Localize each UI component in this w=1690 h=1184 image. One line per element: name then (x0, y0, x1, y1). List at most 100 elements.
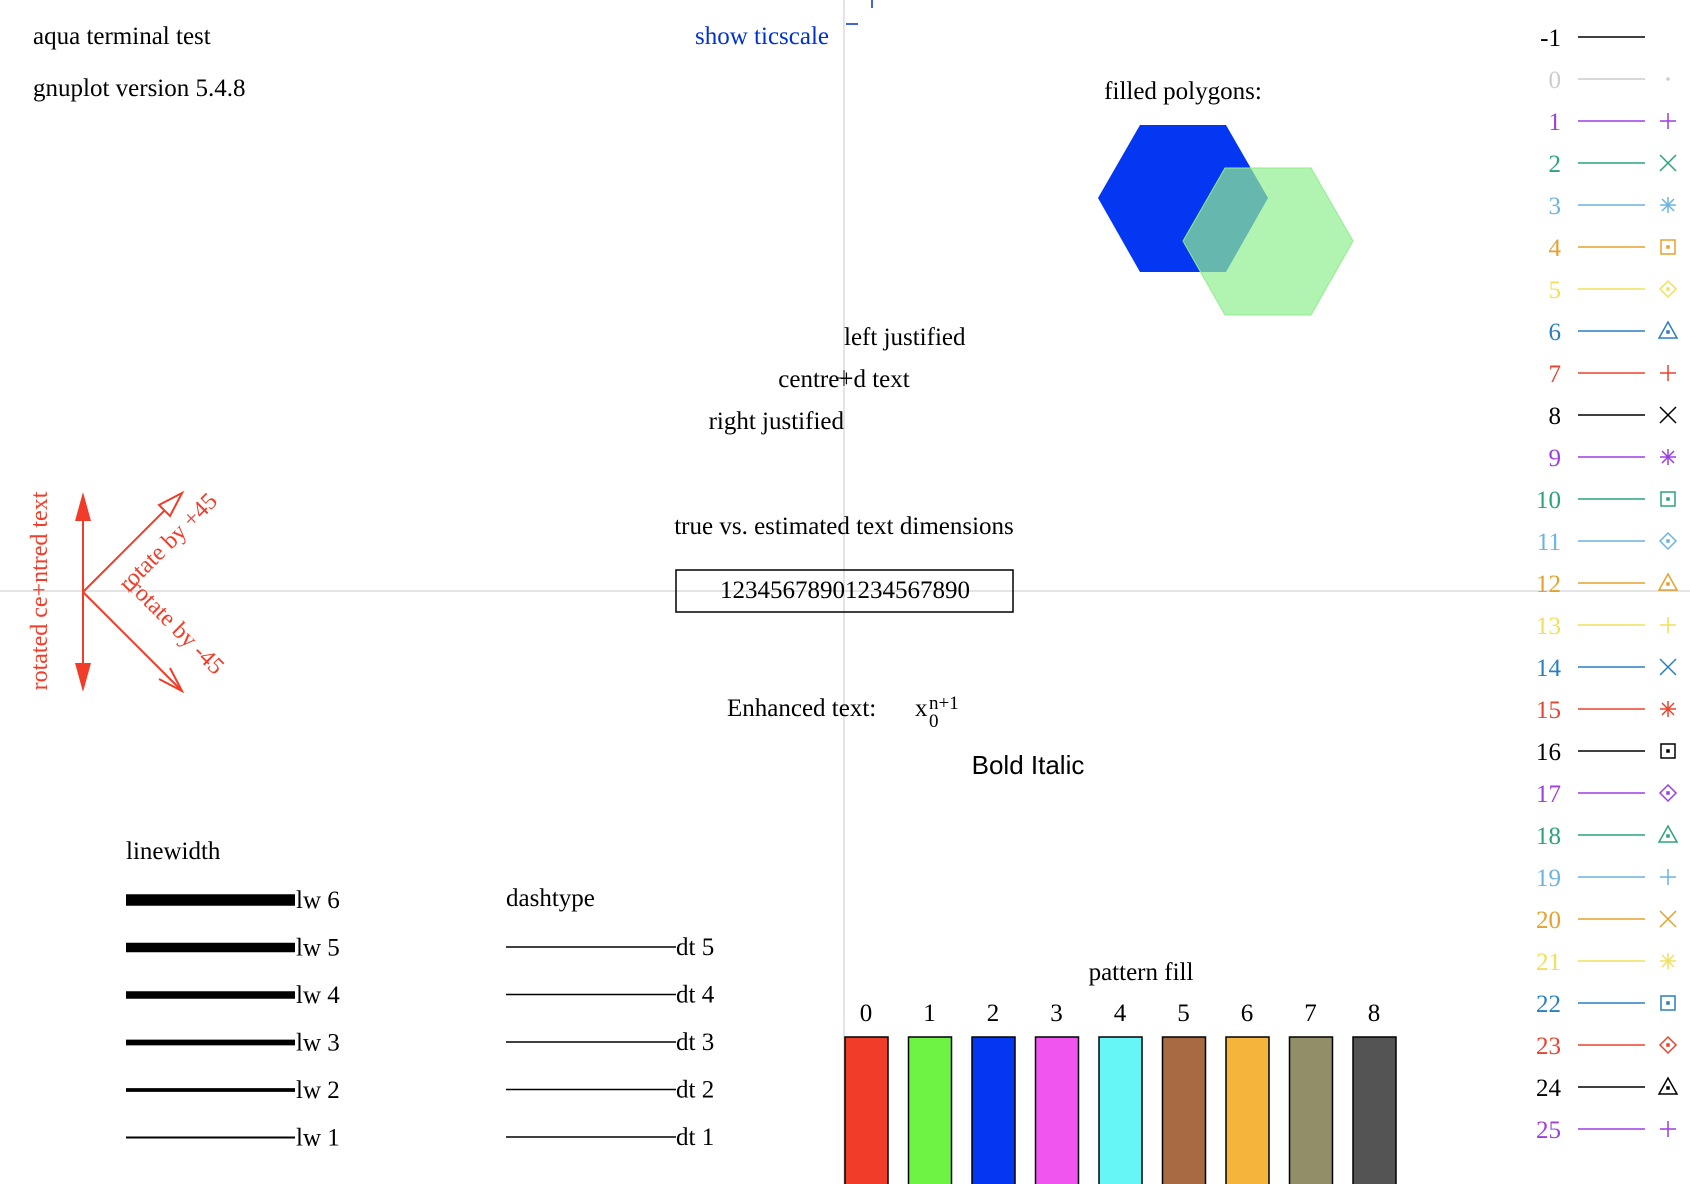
linewidth-label: lw 2 (296, 1077, 340, 1104)
linetype-label: 13 (1536, 613, 1561, 640)
point-dot-icon (1666, 77, 1670, 81)
green-hexagon (1182, 167, 1354, 316)
point-cross-icon (1659, 658, 1677, 676)
linetype-label: 0 (1549, 67, 1562, 94)
point-diamond-icon (1658, 783, 1678, 803)
pattern-label: 4 (1114, 1000, 1127, 1027)
pattern-label: 2 (987, 1000, 1000, 1027)
pattern-label: 0 (860, 1000, 873, 1027)
linetype-label: 4 (1549, 235, 1562, 262)
point-cross-icon (1659, 910, 1677, 928)
linetype-label: 23 (1536, 1033, 1561, 1060)
linetype-label: 24 (1536, 1075, 1562, 1102)
linewidth-title: linewidth (126, 838, 221, 865)
pattern-swatch (1225, 1036, 1270, 1184)
pattern-label: 7 (1304, 1000, 1317, 1027)
pattern-label: 1 (923, 1000, 936, 1027)
pattern-swatch (1288, 1036, 1334, 1184)
pattern-swatch (907, 1036, 953, 1184)
linetype-label: 10 (1536, 487, 1561, 514)
right-justified-text: right justified (709, 408, 845, 435)
point-triangle-icon (1657, 1076, 1679, 1095)
linetype-label: 19 (1536, 865, 1561, 892)
linetype-label: 14 (1536, 655, 1562, 682)
point-triangle-icon (1657, 572, 1679, 591)
dashtype-label: dt 2 (676, 1077, 714, 1104)
linetype-label: 20 (1536, 907, 1561, 934)
linetype-label: 18 (1536, 823, 1561, 850)
linetype-label: 3 (1549, 193, 1562, 220)
linetype-label: 8 (1549, 403, 1562, 430)
arrow-plus45-head (157, 490, 185, 518)
point-star-icon (1660, 449, 1676, 465)
pattern-label: 8 (1368, 1000, 1381, 1027)
ticscale-marks (846, 0, 873, 25)
linetype-label: 6 (1549, 319, 1562, 346)
pattern-label: 5 (1177, 1000, 1190, 1027)
linewidth-label: lw 1 (296, 1125, 340, 1152)
linetype-label: 1 (1549, 109, 1562, 136)
point-star-icon (1660, 197, 1676, 213)
linetype-label: 16 (1536, 739, 1561, 766)
pattern-label: 6 (1241, 1000, 1254, 1027)
linetype-label: 2 (1549, 151, 1562, 178)
linetype-label: 9 (1549, 445, 1562, 472)
linewidth-label: lw 6 (296, 887, 340, 914)
terminal-title: aqua terminal test (33, 23, 211, 50)
pattern-fill-swatches: 0 1 2 3 4 5 6 7 8 (844, 1000, 1397, 1184)
linetype-label: 12 (1536, 571, 1561, 598)
linewidth-label: lw 4 (296, 982, 340, 1009)
dashtype-label: dt 3 (676, 1029, 714, 1056)
linetype-label: 25 (1536, 1117, 1561, 1144)
dashtype-label: dt 4 (676, 982, 715, 1009)
pattern-swatch (1352, 1036, 1397, 1184)
point-diamond-icon (1658, 1035, 1678, 1055)
linetype-label: 5 (1549, 277, 1562, 304)
point-star-icon (1660, 701, 1676, 717)
point-diamond-icon (1658, 279, 1678, 299)
arrow-down-head (75, 663, 91, 692)
linetype-label: -1 (1540, 25, 1561, 52)
pattern-swatch (844, 1036, 889, 1184)
arrow-minus45 (82, 591, 183, 692)
enhanced-base: x (915, 695, 928, 722)
pattern-label: 3 (1050, 1000, 1063, 1027)
arrow-minus45-head (158, 667, 185, 694)
dimensions-box (675, 569, 1014, 613)
pattern-fill-title: pattern fill (1089, 959, 1194, 986)
enhanced-superscript: n+1 (929, 693, 959, 714)
polygons-title: filled polygons: (1104, 78, 1262, 105)
linewidth-samples: lw 6 lw 5 lw 4 lw 3 lw 2 lw 1 (126, 887, 340, 1152)
dashtype-label: dt 1 (676, 1124, 714, 1151)
linewidth-label: lw 3 (296, 1030, 340, 1057)
point-plus-icon (1660, 617, 1676, 633)
dimensions-title: true vs. estimated text dimensions (674, 513, 1014, 540)
gnuplot-version: gnuplot version 5.4.8 (33, 75, 246, 102)
rotated-vertical-text: rotated ce+ntred text (27, 491, 53, 690)
point-diamond-icon (1658, 531, 1678, 551)
pattern-swatch (1161, 1036, 1207, 1184)
linetype-label: 11 (1537, 529, 1561, 556)
left-justified-text: left justified (844, 324, 966, 351)
bold-italic-text: Bold Italic (972, 750, 1085, 780)
enhanced-subscript: 0 (929, 711, 939, 732)
pattern-swatch (1034, 1036, 1080, 1184)
point-plus-icon (1660, 1121, 1676, 1137)
linetype-label: 7 (1549, 361, 1562, 388)
point-plus-icon (1660, 113, 1676, 129)
pattern-swatch (1098, 1036, 1143, 1184)
linewidth-label: lw 5 (296, 935, 340, 962)
point-plus-icon (1660, 365, 1676, 381)
dimensions-sample: 12345678901234567890 (720, 577, 970, 604)
linetype-label: 15 (1536, 697, 1561, 724)
rotation-demo: rotated ce+ntred text rotate by +45 rota… (27, 488, 229, 694)
arrow-up-head (75, 492, 91, 521)
point-box-icon (1660, 995, 1676, 1011)
point-cross-icon (1659, 154, 1677, 172)
point-star-icon (1660, 953, 1676, 969)
point-box-icon (1660, 239, 1676, 255)
point-cross-icon (1659, 406, 1677, 424)
point-triangle-icon (1657, 824, 1679, 843)
linetype-label: 17 (1536, 781, 1561, 808)
